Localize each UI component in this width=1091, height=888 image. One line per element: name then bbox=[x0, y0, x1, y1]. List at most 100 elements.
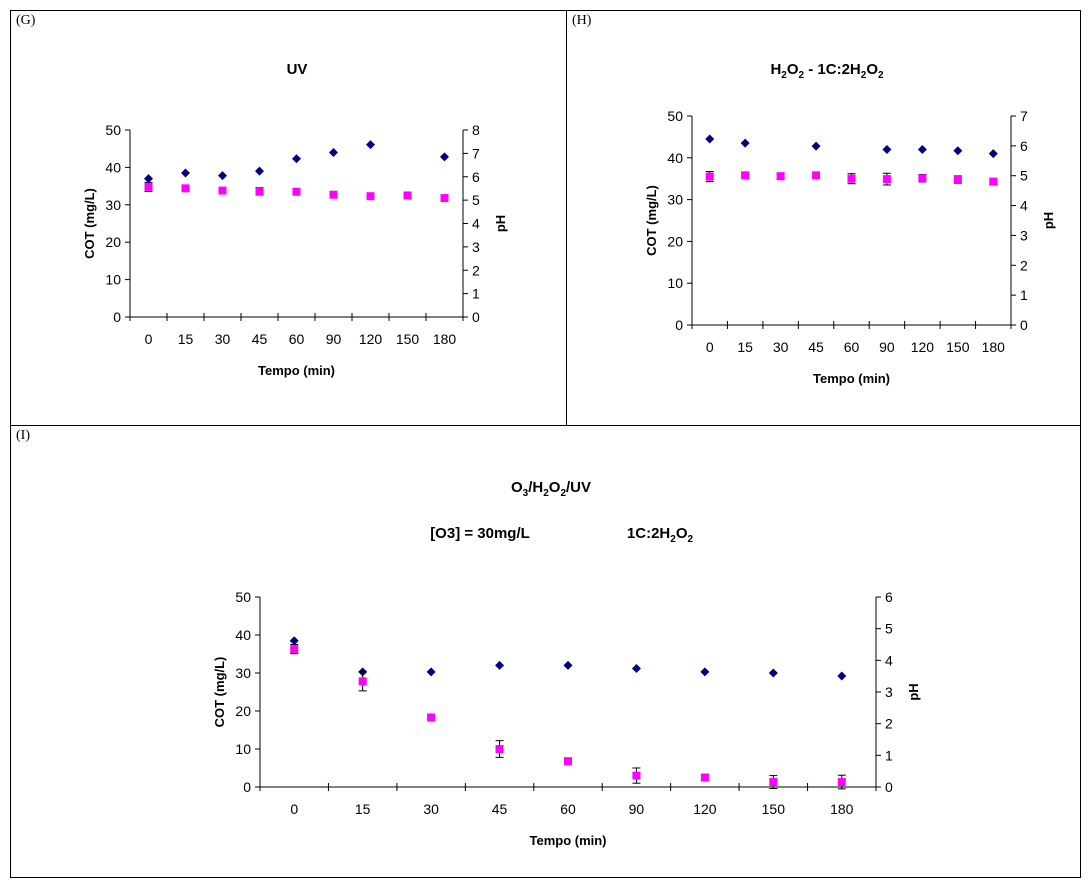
chart-h-y2-tick-label: 4 bbox=[1020, 198, 1028, 214]
chart-g-square-point bbox=[403, 191, 412, 200]
chart-i-square-point bbox=[427, 713, 436, 722]
chart-i-y2-tick-label: 1 bbox=[885, 747, 893, 763]
chart-i-y-axis-title: COT (mg/L) bbox=[212, 657, 227, 728]
chart-g-series-0 bbox=[144, 140, 449, 184]
chart-i-x-tick-label: 150 bbox=[762, 801, 786, 817]
chart-g-y2-axis-title: pH bbox=[493, 215, 508, 232]
chart-h-diamond-point bbox=[953, 146, 963, 156]
chart-g-y-axis-title: COT (mg/L) bbox=[82, 188, 97, 259]
chart-i-diamond-point bbox=[837, 671, 847, 681]
chart-g-diamond-point bbox=[366, 140, 375, 150]
chart-h-x-tick-label: 0 bbox=[706, 339, 714, 355]
chart-i-square-point bbox=[700, 773, 709, 782]
chart-g-x-tick-label: 120 bbox=[359, 331, 383, 347]
chart-h-diamond-point bbox=[917, 144, 927, 154]
chart-g-y-tick-label: 0 bbox=[113, 309, 121, 325]
chart-g-y2-tick-label: 4 bbox=[472, 216, 480, 232]
chart-i-title: O3/H2O2/UV bbox=[511, 479, 591, 499]
chart-i-x-tick-label: 0 bbox=[290, 801, 298, 817]
chart-g-diamond-point bbox=[255, 166, 264, 176]
chart-g-x-tick-label: 30 bbox=[215, 331, 231, 347]
chart-h-y-tick-label: 0 bbox=[675, 317, 683, 333]
chart-g-x-tick-label: 180 bbox=[433, 331, 457, 347]
chart-i-y-tick-label: 0 bbox=[243, 779, 251, 795]
chart-g-square-point bbox=[366, 192, 375, 201]
chart-h-square-point bbox=[705, 172, 714, 181]
panel-i-frame bbox=[10, 425, 1081, 878]
chart-i-x-tick-label: 90 bbox=[629, 801, 645, 817]
chart-i-series-1 bbox=[290, 644, 846, 790]
chart-h-square-point bbox=[882, 175, 891, 184]
chart-h-x-tick-label: 120 bbox=[911, 339, 935, 355]
chart-i-series-0 bbox=[289, 636, 847, 681]
chart-i-y2-tick-label: 0 bbox=[885, 779, 893, 795]
chart-g-x-tick-label: 60 bbox=[289, 331, 305, 347]
chart-g-x-tick-label: 0 bbox=[145, 331, 153, 347]
chart-g-diamond-point bbox=[144, 174, 153, 184]
chart-h-square-point bbox=[989, 177, 998, 186]
chart-i-square-point bbox=[769, 778, 778, 787]
chart-h-x-tick-label: 150 bbox=[946, 339, 970, 355]
chart-i-y-tick-label: 10 bbox=[235, 741, 251, 757]
chart-i-y2-axis-title: pH bbox=[906, 683, 921, 700]
chart-i-y2-tick-label: 4 bbox=[885, 652, 893, 668]
chart-h-y-axis-title: COT (mg/L) bbox=[644, 185, 659, 256]
chart-h-square-point bbox=[776, 172, 785, 181]
chart-i-x-tick-label: 30 bbox=[423, 801, 439, 817]
chart-i-diamond-point bbox=[426, 667, 436, 677]
chart-g-y-tick-label: 40 bbox=[105, 159, 121, 175]
chart-i-y2-tick-label: 2 bbox=[885, 716, 893, 732]
chart-g-y2-tick-label: 8 bbox=[472, 122, 480, 138]
chart-i-square-point bbox=[495, 745, 504, 753]
chart-g-x-axis-title: Tempo (min) bbox=[258, 363, 335, 378]
chart-h-x-tick-label: 60 bbox=[844, 339, 860, 355]
chart-g-diamond-point bbox=[292, 154, 301, 164]
chart-h-square-point bbox=[953, 175, 962, 184]
chart-h-y2-tick-label: 2 bbox=[1020, 257, 1028, 273]
chart-i-diamond-point bbox=[631, 663, 641, 673]
chart-h-x-tick-label: 15 bbox=[737, 339, 753, 355]
chart-h-diamond-point bbox=[882, 144, 892, 154]
chart-g-y-tick-label: 50 bbox=[105, 122, 121, 138]
chart-h-y2-tick-label: 1 bbox=[1020, 287, 1028, 303]
chart-g-y2-tick-label: 1 bbox=[472, 286, 480, 302]
chart-h-x-tick-label: 45 bbox=[808, 339, 824, 355]
chart-g-square-point bbox=[440, 194, 449, 203]
chart-i-diamond-point bbox=[495, 660, 505, 670]
chart-h-y-tick-label: 40 bbox=[667, 150, 683, 166]
chart-g-y2-tick-label: 0 bbox=[472, 309, 480, 325]
chart-i-y-tick-label: 40 bbox=[235, 627, 251, 643]
chart-g-y2-tick-label: 2 bbox=[472, 262, 480, 278]
chart-g-square-point bbox=[218, 186, 227, 195]
chart-i-diamond-point bbox=[289, 636, 299, 646]
chart-i-x-tick-label: 45 bbox=[492, 801, 508, 817]
chart-g-y2-tick-label: 7 bbox=[472, 145, 480, 161]
chart-g-square-point bbox=[292, 187, 301, 196]
chart-h-x-tick-label: 30 bbox=[773, 339, 789, 355]
chart-i-x-axis-title: Tempo (min) bbox=[529, 833, 606, 848]
chart-i-diamond-point bbox=[700, 667, 710, 677]
chart-i-y-tick-label: 20 bbox=[235, 703, 251, 719]
chart-h-diamond-point bbox=[740, 138, 750, 148]
chart-i-square-point bbox=[837, 778, 846, 787]
chart-i-subtitle-left: [O3] = 30mg/L bbox=[430, 525, 530, 542]
chart-g-square-point bbox=[329, 190, 338, 199]
chart-g-y2-tick-label: 6 bbox=[472, 169, 480, 185]
chart-g-y-tick-label: 10 bbox=[105, 272, 121, 288]
chart-i-x-tick-label: 15 bbox=[355, 801, 371, 817]
chart-h-diamond-point bbox=[705, 134, 715, 144]
chart-h-x-tick-label: 90 bbox=[879, 339, 895, 355]
panel-i-label: (I) bbox=[16, 428, 30, 443]
chart-i-square-point bbox=[632, 771, 641, 780]
chart-h-y-tick-label: 20 bbox=[667, 233, 683, 249]
chart-i-y-tick-label: 30 bbox=[235, 665, 251, 681]
chart-h-y2-tick-label: 3 bbox=[1020, 227, 1028, 243]
chart-h-square-point bbox=[918, 174, 927, 183]
chart-h-square-point bbox=[847, 174, 856, 183]
chart-h-y2-tick-label: 7 bbox=[1020, 108, 1028, 124]
chart-g-y2-tick-label: 3 bbox=[472, 239, 480, 255]
chart-h-square-point bbox=[812, 171, 821, 180]
